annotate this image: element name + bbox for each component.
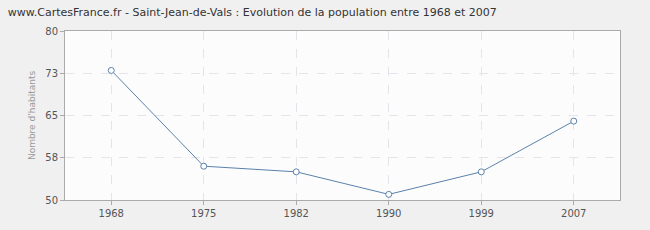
svg-text:Nombre d'habitants: Nombre d'habitants xyxy=(27,71,37,161)
svg-text:www.CartesFrance.fr - Saint-Je: www.CartesFrance.fr - Saint-Jean-de-Vals… xyxy=(8,6,497,19)
svg-text:1999: 1999 xyxy=(469,208,494,219)
svg-text:1990: 1990 xyxy=(376,208,401,219)
svg-text:58: 58 xyxy=(45,152,58,163)
svg-text:2007: 2007 xyxy=(561,208,586,219)
svg-text:73: 73 xyxy=(45,68,58,79)
svg-text:65: 65 xyxy=(45,110,58,121)
svg-text:50: 50 xyxy=(45,195,58,206)
svg-text:80: 80 xyxy=(45,26,58,37)
svg-text:1982: 1982 xyxy=(284,208,309,219)
svg-text:1968: 1968 xyxy=(99,208,124,219)
svg-text:1975: 1975 xyxy=(191,208,216,219)
